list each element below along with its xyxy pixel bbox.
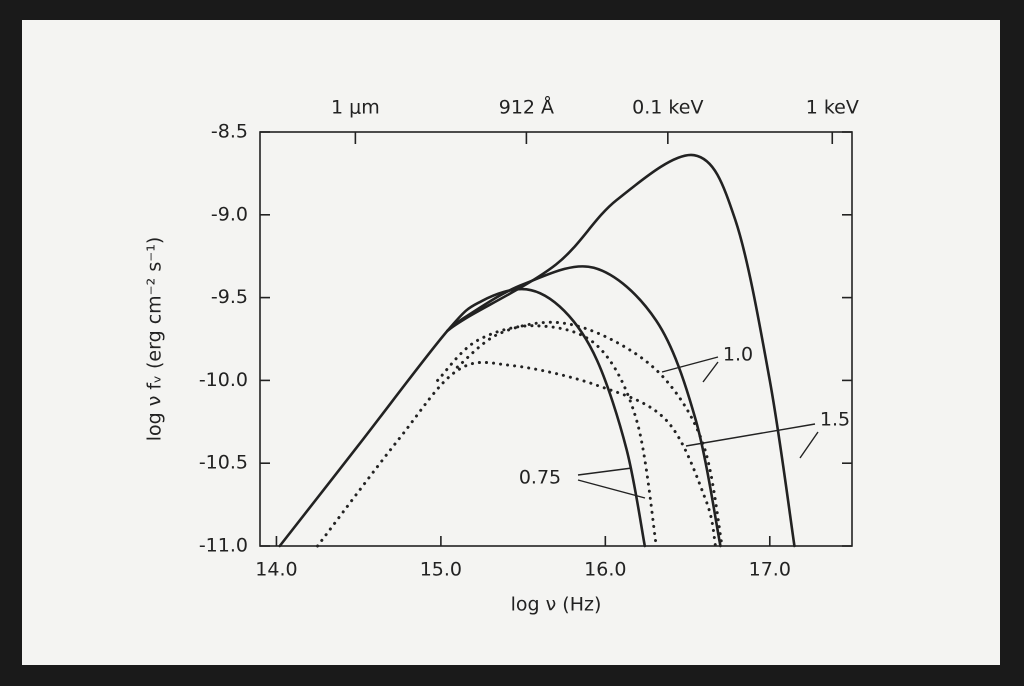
top-x-tick-label: 912 Å [499,96,554,119]
x-tick-label: 14.0 [255,559,297,581]
top-x-tick-label: 1 μm [331,97,380,119]
x-tick-label: 17.0 [749,559,791,581]
dotted-curve [455,320,724,548]
y-tick-label: -9.0 [211,203,248,225]
curve-label: 0.75 [519,467,561,489]
y-axis-title: log ν fᵥ (erg cm⁻² s⁻¹) [144,237,166,442]
y-tick-label: -8.5 [211,121,248,143]
solid-curve [446,265,722,548]
curve-label: 1.5 [820,409,850,431]
curve-label: 1.0 [723,344,753,366]
y-tick-label: -10.5 [199,452,248,474]
x-tick-label: 16.0 [584,559,626,581]
slide-card [22,20,1000,665]
x-tick-label: 15.0 [420,559,462,581]
y-tick-label: -9.5 [211,286,248,308]
y-tick-label: -11.0 [199,535,248,557]
solid-curve [446,153,796,548]
dotted-curve [436,324,658,548]
y-tick-label: -10.0 [199,369,248,391]
plot-frame [259,131,853,547]
top-x-tick-label: 0.1 keV [632,97,703,119]
leader-lines [577,356,819,499]
top-x-tick-label: 1 keV [806,97,859,119]
x-axis-title: log ν (Hz) [511,594,602,616]
